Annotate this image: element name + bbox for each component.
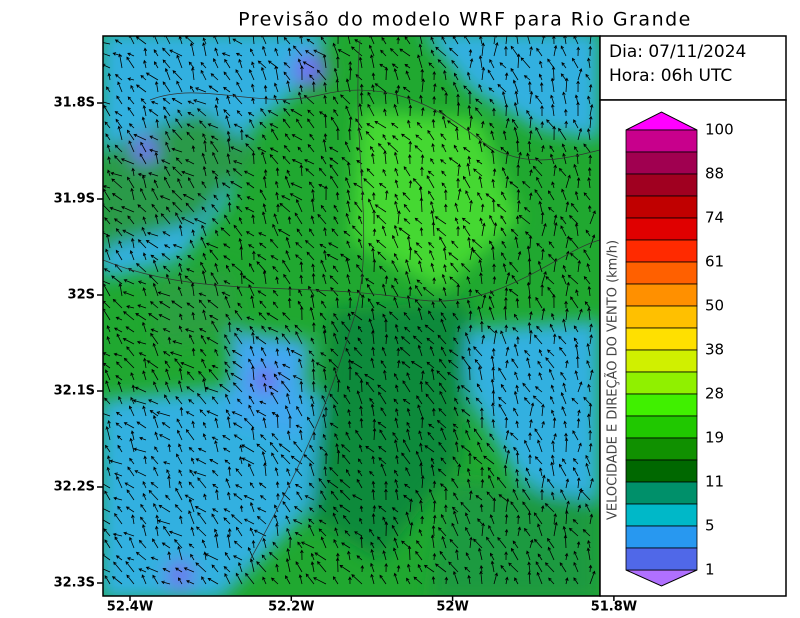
title: Previsão do modelo WRF para Rio Grande xyxy=(238,9,692,31)
y-label: 32.2S xyxy=(54,480,95,495)
colorbar-segment xyxy=(625,239,698,263)
date: Dia: 07/11/2024 xyxy=(609,42,746,62)
colorbar-label: 100 xyxy=(705,121,734,139)
y-label: 31.9S xyxy=(54,192,95,207)
colorbar-segment xyxy=(625,393,698,417)
colorbar: 100 88 74 61 50 38 28 19 11 5 1 xyxy=(625,111,734,587)
colorbar-segment xyxy=(625,261,698,285)
colorbar-label: 11 xyxy=(705,473,724,491)
y-label: 32S xyxy=(68,288,95,303)
colorbar-label: 19 xyxy=(705,429,724,447)
colorbar-label: 38 xyxy=(705,341,724,359)
colorbar-segment xyxy=(625,459,698,483)
info-box xyxy=(599,35,787,101)
x-label: 52.4W xyxy=(107,600,153,615)
y-label: 31.8S xyxy=(54,96,95,111)
x-label: 52W xyxy=(436,600,468,615)
colorbar-label: 1 xyxy=(705,561,715,579)
colorbar-segment xyxy=(625,371,698,395)
colorbar-segment xyxy=(625,349,698,373)
colorbar-label: 28 xyxy=(705,385,724,403)
x-label: 51.8W xyxy=(591,600,637,615)
axes: 31.8S 31.9S 32S 32.1S 32.2S 32.3S 52.4W 52.2W 52… xyxy=(54,96,638,615)
colorbar-segment xyxy=(625,217,698,241)
colorbar-segment xyxy=(625,525,698,549)
coastline xyxy=(103,39,600,561)
colorbar-label: 5 xyxy=(705,517,715,535)
colorbar-title: VELOCIDADE E DIREÇÃO DO VENTO (km/h) xyxy=(605,240,621,520)
x-label: 52.2W xyxy=(268,600,314,615)
colorbar-label: 88 xyxy=(705,165,724,183)
colorbar-segment xyxy=(625,437,698,461)
map xyxy=(103,36,600,596)
colorbar-label: 61 xyxy=(705,253,724,271)
colorbar-segment xyxy=(625,151,698,175)
colorbar-segment xyxy=(625,195,698,219)
y-label: 32.3S xyxy=(54,576,95,591)
y-label: 32.1S xyxy=(54,384,95,399)
colorbar-segment xyxy=(625,503,698,527)
colorbar-segment xyxy=(625,547,698,571)
colorbar-segment xyxy=(625,305,698,329)
colorbar-segment xyxy=(625,173,698,197)
colorbar-label: 74 xyxy=(705,209,724,227)
colorbar-segment xyxy=(625,481,698,505)
colorbar-segment xyxy=(625,327,698,351)
colorbar-segment xyxy=(625,283,698,307)
colorbar-segment xyxy=(625,415,698,439)
colorbar-label: 50 xyxy=(705,297,724,315)
hour: Hora: 06h UTC xyxy=(609,66,732,86)
wind-field xyxy=(103,36,600,596)
colorbar-segment xyxy=(625,129,698,153)
